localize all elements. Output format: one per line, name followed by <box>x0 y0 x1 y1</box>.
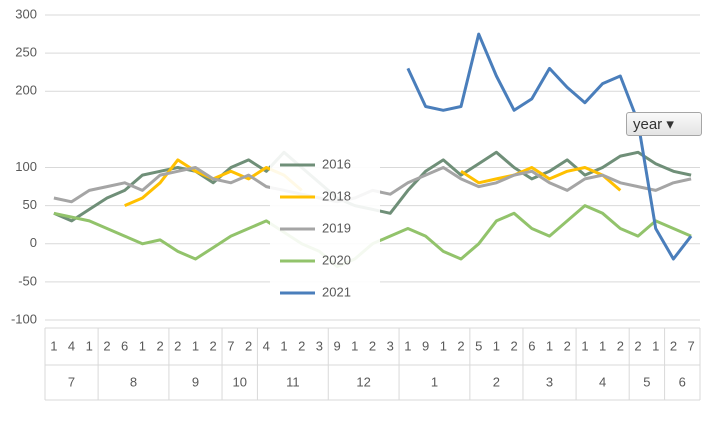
x-tick-label: 2 <box>210 338 217 353</box>
x-tick-label: 7 <box>688 338 695 353</box>
filter-button[interactable]: year ▾ <box>626 112 702 136</box>
x-tick-label: 2 <box>174 338 181 353</box>
series-line <box>406 32 693 261</box>
x-group-label: 4 <box>599 374 606 389</box>
x-tick-label: 1 <box>404 338 411 353</box>
x-group-label: 7 <box>68 374 75 389</box>
legend-label: 2020 <box>322 252 351 267</box>
x-tick-label: 2 <box>156 338 163 353</box>
legend-label: 2019 <box>322 220 351 235</box>
x-group-label: 6 <box>679 374 686 389</box>
x-tick-label: 2 <box>298 338 305 353</box>
x-tick-label: 2 <box>564 338 571 353</box>
y-tick-label: 300 <box>15 6 37 21</box>
x-tick-label: 4 <box>68 338 75 353</box>
y-tick-label: 200 <box>15 83 37 98</box>
y-tick-label: -50 <box>18 273 37 288</box>
x-group-label: 8 <box>130 374 137 389</box>
legend-label: 2018 <box>322 188 351 203</box>
x-tick-label: 2 <box>369 338 376 353</box>
x-tick-label: 1 <box>599 338 606 353</box>
filter-label: year <box>633 116 663 133</box>
x-group-label: 1 <box>431 374 438 389</box>
x-group-label: 5 <box>643 374 650 389</box>
y-tick-label: -100 <box>11 311 37 326</box>
x-tick-label: 1 <box>192 338 199 353</box>
x-tick-label: 6 <box>121 338 128 353</box>
x-tick-label: 9 <box>422 338 429 353</box>
x-tick-label: 6 <box>528 338 535 353</box>
x-group-label: 9 <box>192 374 199 389</box>
x-tick-label: 2 <box>103 338 110 353</box>
x-tick-label: 1 <box>493 338 500 353</box>
x-tick-label: 1 <box>351 338 358 353</box>
x-tick-label: 9 <box>333 338 340 353</box>
x-tick-label: 1 <box>86 338 93 353</box>
x-tick-label: 2 <box>511 338 518 353</box>
x-tick-label: 4 <box>263 338 270 353</box>
x-tick-label: 1 <box>581 338 588 353</box>
x-tick-label: 1 <box>280 338 287 353</box>
x-group-label: 12 <box>356 374 370 389</box>
y-tick-label: 100 <box>15 159 37 174</box>
legend-label: 2016 <box>322 156 351 171</box>
x-group-label: 3 <box>546 374 553 389</box>
x-tick-label: 1 <box>50 338 57 353</box>
x-tick-label: 3 <box>387 338 394 353</box>
x-tick-label: 1 <box>440 338 447 353</box>
x-tick-label: 1 <box>139 338 146 353</box>
x-tick-label: 1 <box>546 338 553 353</box>
y-tick-label: 50 <box>23 197 37 212</box>
x-group-label: 10 <box>232 374 246 389</box>
legend-label: 2021 <box>322 284 351 299</box>
x-tick-label: 1 <box>652 338 659 353</box>
y-tick-label: 250 <box>15 45 37 60</box>
x-tick-label: 2 <box>617 338 624 353</box>
x-tick-label: 3 <box>316 338 323 353</box>
x-tick-label: 5 <box>475 338 482 353</box>
y-tick-label: 0 <box>30 235 37 250</box>
x-tick-label: 7 <box>227 338 234 353</box>
x-group-label: 11 <box>286 374 300 389</box>
x-tick-label: 2 <box>634 338 641 353</box>
x-group-label: 2 <box>493 374 500 389</box>
x-tick-label: 2 <box>245 338 252 353</box>
x-tick-label: 2 <box>457 338 464 353</box>
x-tick-label: 2 <box>670 338 677 353</box>
legend: 2016 2018 2019 2020 2021 <box>270 150 380 310</box>
